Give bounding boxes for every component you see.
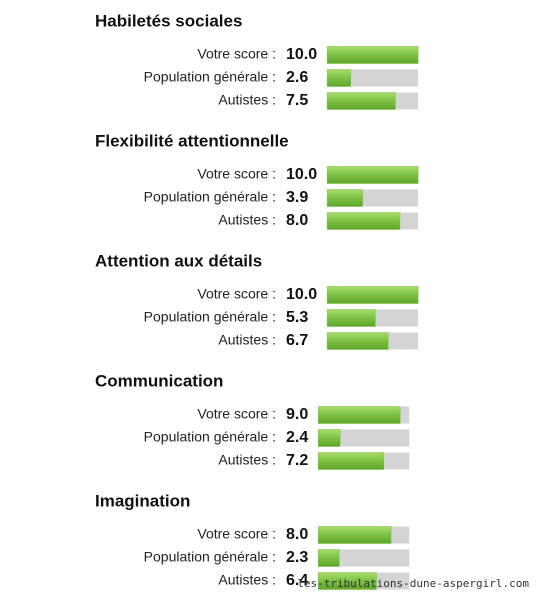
score: 2.3 — [286, 549, 308, 566]
bar — [326, 69, 352, 87]
bar — [326, 189, 363, 207]
row-label: Population générale : — [144, 429, 276, 445]
bar — [318, 429, 341, 447]
bar — [318, 526, 392, 544]
section-title: Attention aux détails — [95, 251, 262, 270]
score: 10.0 — [286, 286, 317, 303]
bar — [318, 549, 340, 567]
bar — [326, 92, 396, 110]
row-label: Votre score : — [197, 286, 276, 302]
bar — [318, 406, 401, 424]
row-label: Population générale : — [144, 549, 276, 565]
row-label: Autistes : — [218, 332, 276, 348]
score: 9.0 — [286, 406, 308, 423]
bar — [326, 309, 376, 327]
score: 6.7 — [286, 332, 308, 349]
score: 8.0 — [286, 526, 308, 543]
score: 6.4 — [286, 572, 308, 589]
score: 7.5 — [286, 92, 308, 109]
score: 5.3 — [286, 309, 308, 326]
watermark: les-tribulations-dune-aspergirl.com — [297, 577, 529, 590]
bar — [326, 46, 419, 64]
row-label: Autistes : — [218, 452, 276, 468]
row-label: Autistes : — [218, 212, 276, 228]
bar — [326, 166, 419, 184]
bar — [326, 212, 401, 230]
bar — [318, 572, 377, 590]
row-label: Votre score : — [197, 526, 276, 542]
bar — [326, 286, 419, 304]
score: 8.0 — [286, 212, 308, 229]
row-label: Population générale : — [144, 189, 276, 205]
score: 10.0 — [286, 166, 317, 183]
bar — [318, 452, 385, 470]
bar-track — [318, 429, 410, 447]
score: 2.4 — [286, 429, 308, 446]
row-label: Votre score : — [197, 166, 276, 182]
bar — [326, 332, 389, 350]
row-label: Population générale : — [144, 69, 276, 85]
section-title: Imagination — [95, 491, 190, 510]
bar-track — [318, 549, 410, 567]
row-label: Population générale : — [144, 309, 276, 325]
score: 10.0 — [286, 46, 317, 63]
row-label: Autistes : — [218, 572, 276, 588]
section-title: Flexibilité attentionnelle — [95, 131, 289, 150]
score: 7.2 — [286, 452, 308, 469]
score: 2.6 — [286, 69, 308, 86]
row-label: Votre score : — [197, 46, 276, 62]
score: 3.9 — [286, 189, 308, 206]
section-title: Habiletés sociales — [95, 11, 242, 30]
row-label: Autistes : — [218, 92, 276, 108]
section-title: Communication — [95, 371, 223, 390]
row-label: Votre score : — [197, 406, 276, 422]
